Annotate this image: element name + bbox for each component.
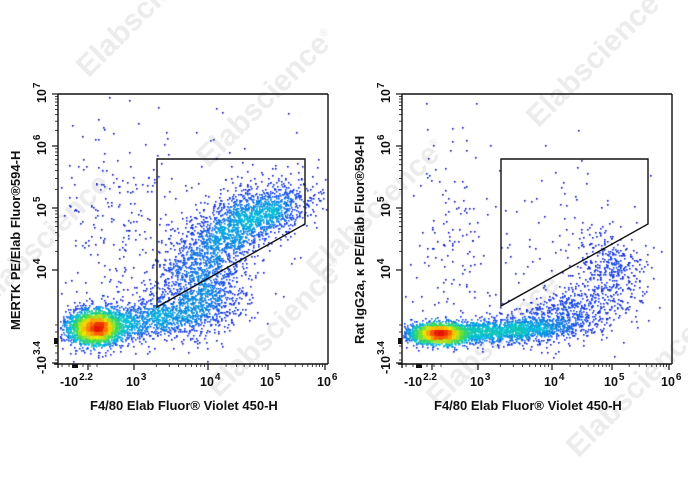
x-tick-label: 103 (126, 372, 147, 389)
left-gate-polygon[interactable] (156, 158, 306, 309)
x-tick-label: 106 (661, 372, 682, 389)
x-tick-label: 105 (260, 372, 281, 389)
left-x-axis-label: F4/80 Elab Fluor® Violet 450-H (90, 398, 278, 413)
left-plot-canvas (58, 94, 328, 364)
x-tick-label: 106 (317, 372, 338, 389)
left-dot-plot: MERTK PE/Elab Fluor®594-H F4/80 Elab Flu… (8, 83, 338, 413)
x-tick-label: 104 (544, 372, 565, 389)
x-tick-label: 104 (200, 372, 221, 389)
y-tick-label: 106 (376, 134, 393, 155)
y-tick-label: -103.4 (376, 341, 393, 374)
right-x-axis-label: F4/80 Elab Fluor® Violet 450-H (434, 398, 622, 413)
x-tick-label: -102.2 (60, 372, 93, 389)
y-tick-label: 107 (376, 82, 393, 103)
x-tick-label: 103 (470, 372, 491, 389)
right-plot-canvas (402, 94, 672, 364)
y-tick-label: 104 (376, 258, 393, 279)
x-tick-label: -102.2 (404, 372, 437, 389)
right-gate-polygon[interactable] (500, 158, 649, 308)
y-tick-label: 105 (376, 196, 393, 217)
right-y-axis-label: Rat IgG2a, κ PE/Elab Fluor®594-H (352, 135, 367, 344)
x-tick-label: 105 (604, 372, 625, 389)
left-plot-axes (52, 93, 329, 370)
